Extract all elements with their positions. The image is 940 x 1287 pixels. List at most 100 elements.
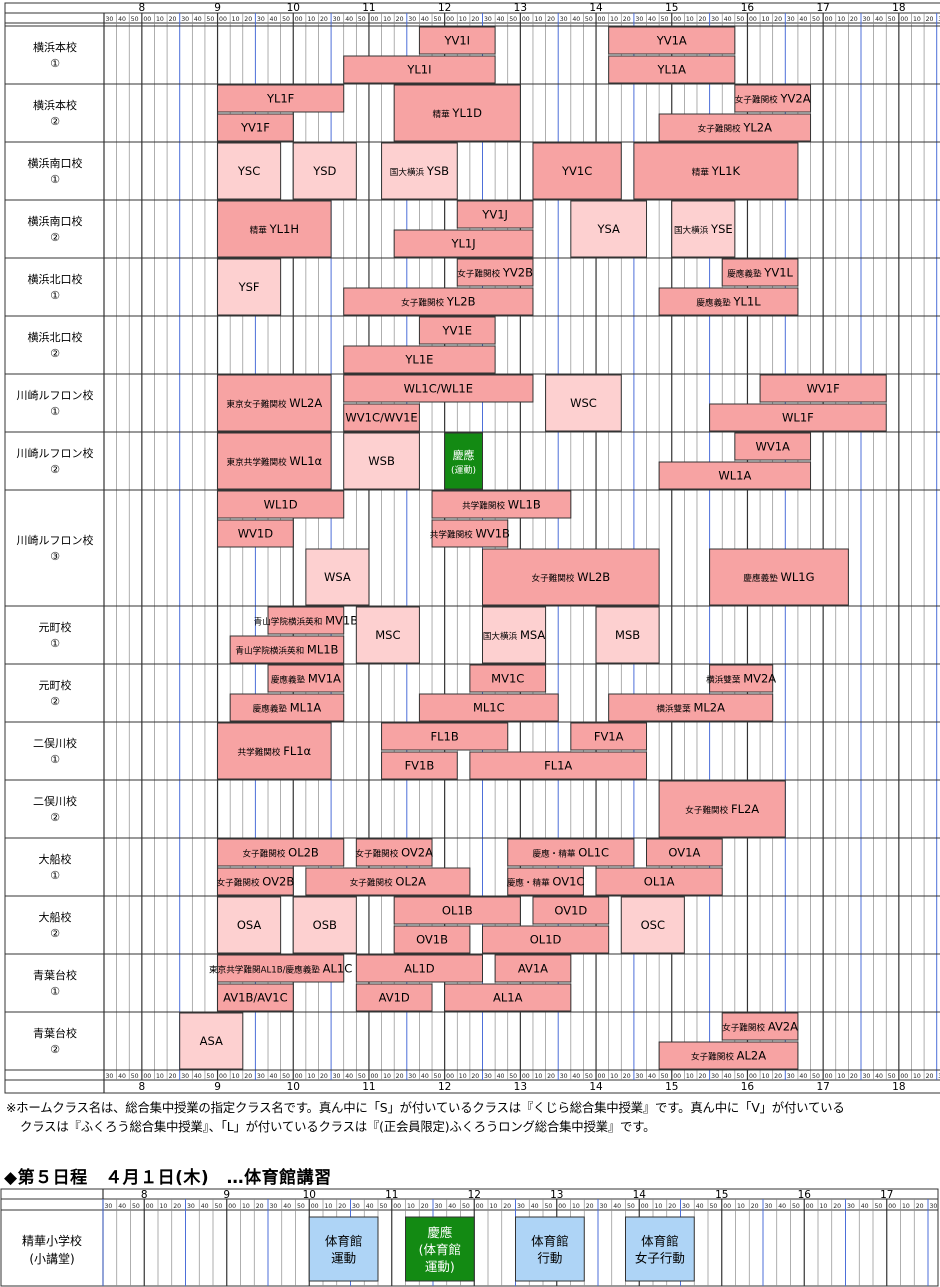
school-label: ②	[50, 811, 60, 824]
class-label: WL1C/WL1E	[404, 382, 473, 396]
school-label: ②	[50, 695, 60, 708]
gym-block-label: 慶應	[427, 1225, 452, 1240]
hour-label: 10	[287, 2, 300, 14]
minute-label: 40	[875, 1073, 883, 1080]
minute-label: 10	[459, 16, 467, 23]
hour-label: 15	[665, 2, 678, 14]
hour-label: 13	[514, 2, 527, 14]
class-label: 横浜雙葉 MV2A	[706, 672, 776, 686]
minute-label: 50	[131, 16, 139, 23]
class-block	[570, 200, 648, 258]
class-block	[595, 606, 660, 664]
class-block	[393, 896, 521, 925]
hour-label: 11	[362, 2, 375, 14]
minute-label: 50	[736, 16, 744, 23]
class-label: YSD	[312, 164, 336, 178]
minute-label: 40	[118, 1203, 126, 1210]
class-label: OV1A	[668, 846, 700, 860]
minute-label: 40	[572, 1073, 580, 1080]
class-label: FL1B	[431, 730, 459, 744]
gym-block-label: 体育館	[531, 1234, 569, 1249]
minute-label: 10	[762, 16, 770, 23]
class-block	[381, 142, 458, 200]
minute-label: 20	[586, 1203, 594, 1210]
class-label: 女子難関校 OV2B	[217, 875, 295, 889]
minute-label: 00	[900, 1073, 908, 1080]
class-label: 精華 YL1K	[692, 164, 741, 178]
class-block	[179, 1012, 244, 1070]
class-label: 女子難関校 AV2A	[722, 1020, 798, 1034]
class-block	[217, 722, 332, 780]
minute-label: 10	[610, 1073, 618, 1080]
minute-label: 30	[187, 1203, 195, 1210]
class-label: WL1A	[718, 469, 751, 483]
minute-label: 10	[232, 1073, 240, 1080]
minute-label: 40	[118, 1073, 126, 1080]
class-block	[469, 664, 547, 693]
minute-label: 00	[143, 16, 151, 23]
class-label: AL1D	[404, 962, 435, 976]
class-block	[292, 142, 357, 200]
minute-label: 20	[774, 1073, 782, 1080]
class-block	[444, 983, 572, 1012]
minute-label: 30	[635, 1073, 643, 1080]
minute-label: 20	[169, 1073, 177, 1080]
gym-block-label: 運動)	[425, 1259, 455, 1274]
class-label: 女子難関校 YL2B	[401, 295, 475, 309]
class-block	[456, 258, 534, 287]
hour-label: 11	[362, 1081, 375, 1093]
class-label: YV1I	[443, 34, 470, 48]
minute-label: 10	[307, 16, 315, 23]
hour-label: 15	[665, 1081, 678, 1093]
class-label: OSA	[237, 918, 262, 932]
minute-label: 50	[888, 16, 896, 23]
hour-label: 16	[741, 2, 755, 14]
minute-label: 00	[295, 16, 303, 23]
class-label: YSF	[238, 280, 260, 294]
minute-label: 40	[799, 16, 807, 23]
school-label: 川崎ルフロン校	[17, 533, 94, 547]
school-label: ②	[50, 927, 60, 940]
school-label: ①	[50, 289, 60, 302]
hour-label: 18	[892, 1081, 905, 1093]
minute-label: 20	[471, 1073, 479, 1080]
minute-label: 10	[572, 1203, 580, 1210]
minute-label: 40	[648, 1073, 656, 1080]
class-block	[217, 954, 345, 983]
school-label: 精華小学校	[22, 1233, 82, 1248]
class-label: MSC	[375, 628, 400, 642]
class-label: WSC	[570, 396, 597, 410]
class-label: YV1J	[481, 208, 508, 222]
class-label: 慶應義塾 YV1L	[727, 266, 793, 280]
minute-label: 20	[547, 1073, 555, 1080]
class-block	[217, 867, 294, 896]
class-label: 女子難関校 FL2A	[685, 802, 759, 816]
minute-label: 00	[476, 1203, 484, 1210]
class-label: 東京共学難関校 WL1α	[227, 454, 323, 468]
class-block	[608, 26, 736, 55]
school-label: ②	[50, 347, 60, 360]
minute-label: 30	[435, 1203, 443, 1210]
class-block	[570, 722, 648, 751]
minute-label: 00	[311, 1203, 319, 1210]
class-block	[482, 548, 660, 606]
class-label: 共学難関校 WL1B	[462, 498, 541, 512]
minute-label: 40	[724, 16, 732, 23]
minute-label: 00	[295, 1073, 303, 1080]
minute-label: 10	[156, 16, 164, 23]
minute-label: 30	[711, 16, 719, 23]
minute-label: 00	[900, 16, 908, 23]
gym-block-label: 運動	[331, 1251, 356, 1266]
class-label: WL1F	[782, 411, 814, 425]
school-label: ①	[50, 753, 60, 766]
class-block	[444, 432, 483, 490]
school-label: 元町校	[39, 678, 72, 692]
minute-label: 50	[585, 16, 593, 23]
minute-label: 40	[875, 16, 883, 23]
minute-label: 30	[181, 16, 189, 23]
class-label: OV1B	[416, 933, 448, 947]
class-block	[355, 606, 420, 664]
minute-label: 50	[585, 1073, 593, 1080]
class-block	[734, 432, 812, 461]
minute-label: 40	[696, 1203, 704, 1210]
